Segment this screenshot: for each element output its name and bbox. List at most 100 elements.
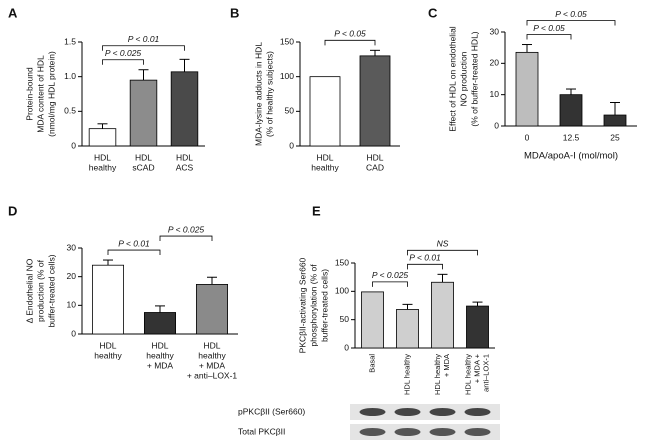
- blot-strip: [350, 404, 500, 420]
- panel-letter: A: [8, 5, 18, 20]
- x-tick-label: healthy: [146, 350, 174, 360]
- bar: [92, 264, 125, 335]
- y-tick-label: 0: [71, 140, 76, 150]
- significance-bracket: [526, 34, 572, 40]
- y-tick-label: 20: [67, 271, 77, 281]
- bar: [559, 94, 583, 127]
- panel-letter: D: [8, 203, 17, 218]
- x-tick-label: + MDA: [147, 360, 174, 370]
- blot-band: [429, 428, 456, 436]
- significance-bracket: [324, 39, 376, 46]
- blot-band: [359, 408, 386, 416]
- y-tick-label: 50: [340, 314, 350, 324]
- bar: [170, 71, 199, 147]
- x-tick-label: HDL: [176, 152, 193, 162]
- significance-label: P < 0.025: [105, 48, 142, 58]
- significance-bracket: [107, 249, 161, 256]
- y-tick-label: 0.5: [64, 106, 76, 116]
- x-tick-label: HDL healthy: [463, 354, 472, 395]
- significance-bracket: [526, 20, 616, 26]
- bar: [361, 291, 384, 349]
- y-axis-title: MDA content of HDL: [35, 55, 45, 133]
- significance-bracket: [159, 235, 213, 242]
- bar: [129, 79, 158, 147]
- significance-bracket: [407, 249, 478, 256]
- y-tick-label: 1.0: [64, 71, 76, 81]
- y-tick-label: 0: [71, 328, 76, 338]
- y-tick-label: 150: [335, 257, 349, 267]
- x-tick-label: ACS: [176, 162, 194, 172]
- significance-label: P < 0.025: [372, 270, 409, 280]
- x-tick-label: + MDA +: [472, 353, 481, 383]
- y-tick-label: 20: [490, 58, 500, 68]
- blot-band: [429, 408, 456, 416]
- x-tick-label: HDL: [99, 340, 116, 350]
- y-axis-title: (% of healthy subjects): [264, 51, 274, 137]
- y-axis-title: buffer-treated cells): [319, 269, 329, 342]
- y-axis-title: (nmol/mg HDL protein): [46, 51, 56, 137]
- x-tick-label: 12.5: [563, 132, 580, 142]
- panel-letter: C: [428, 5, 438, 20]
- x-tick-label: 0: [525, 132, 530, 142]
- y-tick-label: 0: [289, 140, 294, 150]
- y-axis-title: NO production: [458, 51, 468, 106]
- bar: [195, 284, 228, 335]
- x-tick-label: healthy: [311, 162, 339, 172]
- y-tick-label: 30: [67, 242, 77, 252]
- x-tick-label: healthy: [89, 162, 117, 172]
- blot-label: Total PKCβII: [238, 426, 285, 436]
- x-axis-title: MDA/apoA-I (mol/mol): [524, 151, 618, 162]
- y-axis-title: phosphorylation (% of: [308, 264, 318, 347]
- y-axis-title: buffer-treated cells): [46, 254, 56, 327]
- y-tick-label: 10: [490, 89, 500, 99]
- x-tick-label: + MDA: [442, 354, 451, 377]
- y-axis-title: (% of buffer-treated HDL): [469, 31, 479, 126]
- y-axis-title: production (% of: [35, 259, 45, 322]
- x-tick-label: Basal: [367, 354, 376, 373]
- blot-band: [464, 408, 491, 416]
- bar: [466, 305, 489, 349]
- x-tick-label: + anti–LOX-1: [187, 370, 238, 380]
- significance-label: P < 0.025: [168, 224, 205, 234]
- y-tick-label: 10: [67, 300, 77, 310]
- bar: [603, 114, 627, 127]
- y-tick-label: 0: [494, 120, 499, 130]
- significance-label: NS: [437, 239, 449, 249]
- significance-label: P < 0.01: [409, 253, 441, 263]
- x-tick-label: healthy: [94, 350, 122, 360]
- significance-bracket: [407, 263, 443, 270]
- significance-label: P < 0.01: [128, 34, 160, 44]
- blot-band: [359, 428, 386, 436]
- blot-label: pPKCβII (Ser660): [238, 406, 305, 416]
- x-tick-label: + MDA: [199, 360, 226, 370]
- x-tick-label: HDL: [135, 152, 152, 162]
- y-axis-title: MDA-lysine adducts in HDL: [253, 42, 263, 146]
- significance-label: P < 0.01: [118, 238, 150, 248]
- panel-letter: B: [230, 5, 239, 20]
- y-axis-title: Effect of HDL on endothelial: [447, 26, 457, 131]
- bar: [143, 312, 176, 335]
- significance-label: P < 0.05: [334, 29, 366, 39]
- x-tick-label: sCAD: [132, 162, 154, 172]
- panel-letter: E: [312, 203, 321, 218]
- x-tick-label: HDL: [316, 152, 333, 162]
- significance-bracket: [102, 45, 185, 51]
- y-tick-label: 0: [344, 342, 349, 352]
- significance-label: P < 0.05: [555, 9, 587, 19]
- bar: [515, 51, 539, 127]
- y-tick-label: 50: [285, 106, 295, 116]
- x-tick-label: HDL: [94, 152, 111, 162]
- y-axis-title: PKCβII-activating Ser660: [297, 257, 307, 353]
- y-axis-title: Protein-bound: [24, 67, 34, 121]
- bar: [396, 309, 419, 349]
- x-tick-label: healthy: [198, 350, 226, 360]
- significance-bracket: [102, 59, 144, 65]
- x-tick-label: HDL healthy: [402, 354, 411, 395]
- y-tick-label: 100: [280, 71, 294, 81]
- x-tick-label: HDL: [203, 340, 220, 350]
- blot-band: [394, 428, 421, 436]
- x-tick-label: HDL: [366, 152, 383, 162]
- bar: [88, 128, 117, 147]
